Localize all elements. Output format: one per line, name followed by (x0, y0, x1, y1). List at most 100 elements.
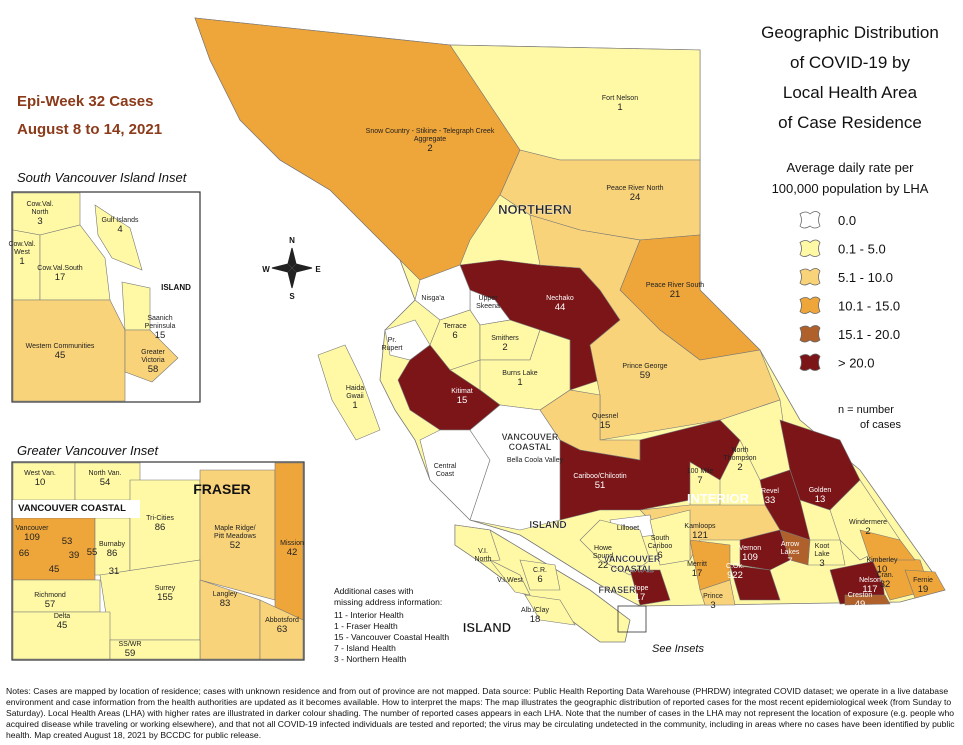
lha-area (489, 559, 531, 596)
lha-name: Cow.Val.South (37, 265, 83, 272)
health-authority-label: COASTAL (509, 442, 552, 452)
lha-name: V.I. (478, 548, 488, 555)
lha-area (12, 299, 126, 402)
lha-cases: 17 (55, 272, 66, 283)
inset-region-label: VANCOUVER COASTAL (18, 503, 126, 514)
lha-name: Cran. (876, 572, 893, 579)
lha-name: C.Ok. (726, 563, 744, 570)
see-insets: See Insets (652, 643, 704, 655)
legend-label: 5.1 - 10.0 (838, 270, 893, 285)
lha-cases: 86 (107, 548, 118, 559)
map: Geographic Distribution of COVID-19 by Loc… (8, 17, 946, 664)
lha-name: Revel (761, 488, 779, 495)
legend-title: 100,000 population by LHA (772, 181, 929, 196)
lha-area (649, 509, 691, 566)
lha-name: Lakes (781, 549, 800, 556)
lha-cases: 63 (277, 624, 288, 635)
lha-cases: 15 (457, 395, 468, 406)
lha-cases: 19 (918, 584, 929, 595)
lha-name: Prince George (622, 363, 667, 370)
health-authority-label: NORTHERN (498, 202, 572, 217)
lha-cases: 2 (737, 462, 742, 473)
lha-name: Smithers (491, 335, 519, 342)
lha-name: Kitimat (451, 388, 472, 395)
lha-area (94, 204, 143, 271)
compass-letter: W (262, 265, 270, 274)
legend-swatch (799, 211, 821, 229)
lha-name: Upper (478, 295, 498, 302)
lha-area (579, 519, 651, 576)
lha-name: Delta (54, 613, 70, 620)
health-authority-label: COASTAL (611, 564, 654, 574)
lha-name: Skeena (476, 303, 500, 310)
lha-cases: 1 (19, 256, 24, 267)
inset-title: South Vancouver Island Inset (17, 170, 188, 185)
lha-name: Aggregate (414, 136, 446, 143)
additional-cases-title: Additional cases with (334, 586, 414, 596)
lha-name: Prince (703, 593, 723, 600)
health-authority-label: VANCOUVER (604, 554, 661, 564)
lha-area (739, 529, 791, 571)
additional-cases-item: 7 - Island Health (334, 643, 396, 653)
lha-name: Maple Ridge/ (214, 525, 255, 532)
lha-area (109, 639, 201, 660)
lha-name: West Van. (24, 470, 56, 477)
lha-name: Arrow (781, 541, 800, 548)
lha-name: Central (434, 463, 457, 470)
lha-area (859, 529, 916, 561)
lha-name: Nelson (859, 577, 881, 584)
epi-week-title: Epi-Week 32 Cases (17, 93, 153, 110)
lha-cases: 2 (502, 342, 507, 353)
lha-area (844, 594, 891, 606)
lha-name: Saanich (147, 315, 172, 322)
lha-cases: 42 (287, 547, 298, 558)
lha-name: V.I.West (497, 577, 523, 584)
lha-cases: 45 (55, 350, 66, 361)
lha-cases: 1 (517, 377, 522, 388)
lha-cases: 10 (35, 477, 46, 488)
lha-name: Windermere (849, 519, 887, 526)
lha-cases: 53 (62, 536, 73, 547)
lha-name: West (14, 249, 30, 256)
lha-name: Fort Nelson (602, 95, 638, 102)
lha-name: Kimberley (866, 557, 898, 564)
legend-note: of cases (860, 419, 901, 431)
lha-cases: 109 (742, 552, 758, 563)
lha-name: C.R. (533, 567, 547, 574)
lha-name: Nisga'a (421, 295, 444, 302)
lha-name: North (474, 556, 491, 563)
lha-area (807, 539, 846, 566)
lha-name: Golden (809, 487, 832, 494)
lha-name: Nechako (546, 295, 574, 302)
lha-name: Bella Coola Valley (507, 457, 564, 464)
lha-cases: 51 (595, 480, 606, 491)
lha-name: Snow Country - Stikine - Telegraph Creek (366, 128, 495, 135)
legend-label: 0.1 - 5.0 (838, 242, 886, 257)
lha-area (629, 569, 671, 606)
lha-name: North (731, 447, 748, 454)
lha-name: Howe (594, 545, 612, 552)
lha-area (904, 569, 946, 599)
lha-name: Burnaby (99, 541, 126, 548)
lha-cases: 44 (555, 302, 566, 313)
lha-area (729, 564, 781, 601)
lha-cases: 155 (157, 592, 173, 603)
lha-name: Merritt (687, 561, 707, 568)
lha-name: Mission (280, 540, 304, 547)
compass-letter: S (289, 292, 295, 301)
lha-cases: 7 (787, 556, 792, 567)
lha-name: Gulf Islands (102, 217, 139, 224)
inset-frame (617, 605, 647, 633)
lha-cases: 59 (125, 648, 136, 659)
health-authority-label: INTERIOR (687, 491, 750, 506)
legend-swatch (799, 268, 821, 286)
lha-cases: 49 (855, 599, 866, 610)
compass-letter: N (289, 236, 295, 245)
lha-cases: 21 (670, 289, 681, 300)
lha-name: Cow.Val. (8, 241, 35, 248)
lha-name: Richmond (34, 592, 66, 599)
lha-cases: 109 (24, 532, 40, 543)
lha-area (699, 579, 736, 606)
compass-rose (271, 247, 313, 289)
legend-label: > 20.0 (838, 356, 875, 371)
